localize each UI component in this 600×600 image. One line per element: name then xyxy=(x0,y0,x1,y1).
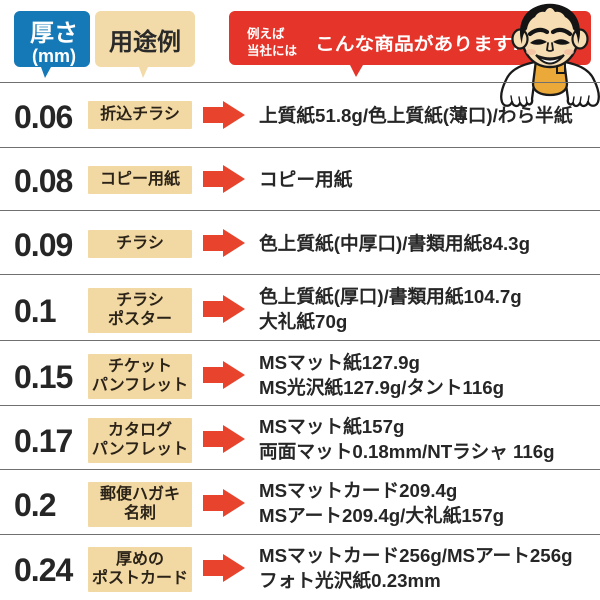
svg-text:当社には: 当社には xyxy=(247,43,298,58)
svg-text:用途例: 用途例 xyxy=(109,28,181,56)
svg-text:(mm): (mm) xyxy=(32,46,76,66)
svg-text:例えば: 例えば xyxy=(247,26,285,41)
svg-text:こんな商品があります!: こんな商品があります! xyxy=(315,34,519,54)
svg-text:厚さ: 厚さ xyxy=(30,20,78,47)
